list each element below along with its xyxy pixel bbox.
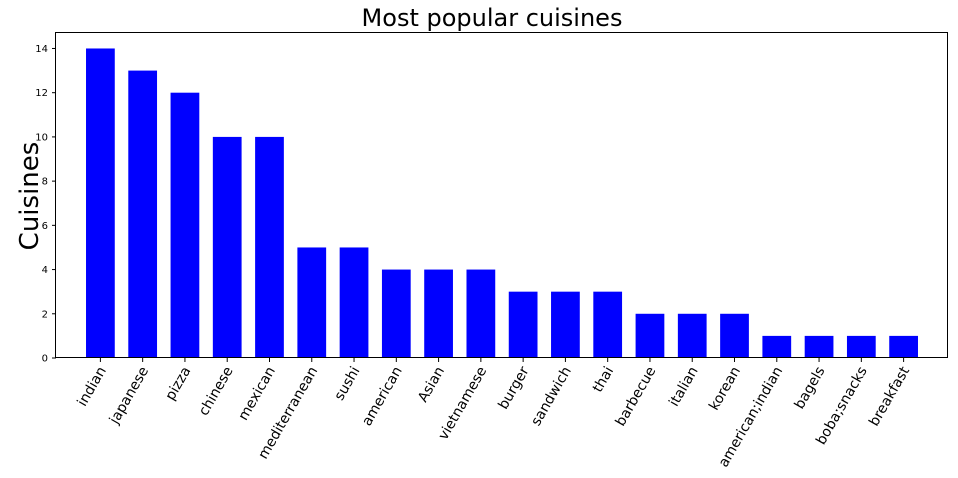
y-tick-label: 12 bbox=[35, 88, 48, 99]
y-tick-label: 10 bbox=[35, 132, 48, 143]
bar-bagels bbox=[804, 335, 834, 358]
bar-italian bbox=[677, 313, 707, 358]
x-tick-label: indian bbox=[74, 364, 109, 409]
x-tick-label: japanese bbox=[106, 364, 152, 428]
plot-frame bbox=[55, 32, 948, 358]
x-tick-label: thai bbox=[590, 364, 617, 395]
bar-chinese bbox=[212, 136, 242, 358]
x-tick-label: mexican bbox=[235, 364, 279, 423]
y-tick-label: 6 bbox=[42, 221, 48, 232]
x-tick-label: barbecue bbox=[613, 364, 660, 429]
bar-mexican bbox=[255, 136, 284, 358]
bar-asian bbox=[424, 269, 453, 358]
bar-barbecue bbox=[635, 313, 665, 358]
bar-indian bbox=[86, 48, 115, 358]
bar-american bbox=[381, 269, 411, 358]
y-tick-label: 0 bbox=[42, 354, 48, 365]
chart-title: Most popular cuisines bbox=[362, 4, 623, 32]
y-tick-label: 8 bbox=[42, 177, 48, 188]
bar-mediterranean bbox=[297, 247, 327, 358]
x-tick-label: korean bbox=[706, 364, 744, 413]
x-tick-label: sandwich bbox=[528, 364, 575, 429]
x-tick-label: chinese bbox=[196, 364, 237, 419]
bar-breakfast bbox=[889, 335, 918, 358]
x-tick-label: breakfast bbox=[866, 364, 913, 430]
y-tick-label: 4 bbox=[42, 265, 48, 276]
x-tick-label: sushi bbox=[332, 364, 364, 403]
bar-pizza bbox=[170, 92, 200, 358]
bar-thai bbox=[593, 291, 623, 358]
bar-korean bbox=[720, 313, 749, 358]
bar-sushi bbox=[339, 247, 369, 358]
bars-group bbox=[86, 48, 918, 358]
bar-burger bbox=[508, 291, 538, 358]
y-axis-label: Cuisines bbox=[15, 142, 45, 251]
x-tick-label: Asian bbox=[415, 364, 448, 405]
bar-japanese bbox=[128, 70, 158, 358]
bar-american-indian bbox=[762, 335, 792, 358]
y-tick-label: 2 bbox=[42, 309, 48, 320]
x-tick-label: burger bbox=[495, 364, 532, 413]
x-tick-label: american bbox=[359, 364, 406, 429]
x-tick-label: bagels bbox=[792, 364, 829, 412]
x-tick-label: pizza bbox=[163, 364, 195, 403]
y-tick-label: 14 bbox=[35, 44, 48, 55]
bar-sandwich bbox=[551, 291, 580, 358]
bar-vietnamese bbox=[466, 269, 496, 358]
x-tick-label: italian bbox=[666, 364, 701, 409]
bar-boba-snacks bbox=[846, 335, 876, 358]
